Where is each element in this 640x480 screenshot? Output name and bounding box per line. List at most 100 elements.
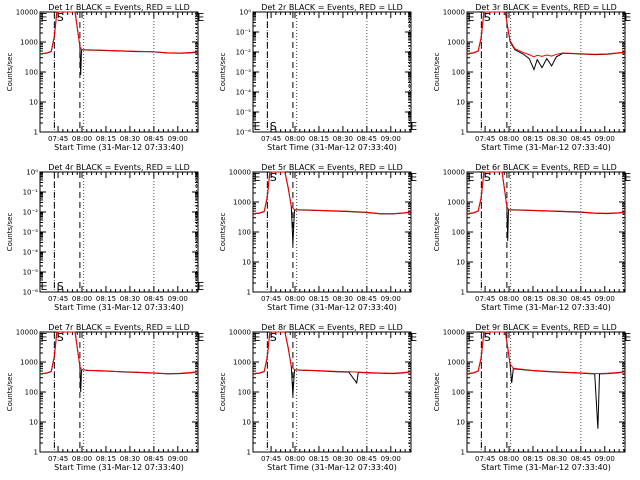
y-tick-label: 10⁻⁴	[236, 89, 252, 97]
interval-label-e: E	[467, 11, 474, 24]
panel-title: Det 4r BLACK = Events, RED = LLD	[48, 163, 190, 172]
y-tick-label: 10⁻²	[236, 49, 252, 57]
x-tick-label: 08:30	[333, 455, 353, 463]
x-axis-label: Start Time (31-Mar-12 07:33:40)	[54, 303, 184, 312]
panel-det-1r: Det 1r BLACK = Events, RED = LLD 1 10 100 10…	[6, 3, 204, 152]
x-tick-label: 08:00	[285, 135, 305, 143]
y-tick-label: 100	[25, 389, 38, 397]
x-axis-label: Start Time (31-Mar-12 07:33:40)	[481, 303, 611, 312]
panel-det-5r: Det 5r BLACK = Events, RED = LLD 1 10 100 10…	[219, 163, 417, 312]
x-tick-label: 08:00	[499, 135, 519, 143]
panel-title: Det 5r BLACK = Events, RED = LLD	[261, 163, 403, 172]
interval-label-s: S	[270, 171, 277, 184]
panel-det-4r: Det 4r BLACK = Events, RED = LLD 10⁻⁶ 10⁻⁵…	[6, 163, 204, 312]
x-axis-label: Start Time (31-Mar-12 07:33:40)	[267, 143, 397, 152]
y-tick-label: 10⁰	[26, 169, 38, 177]
series-lld-line	[466, 11, 626, 58]
plot-frame	[252, 171, 412, 293]
y-tick-label: 10000	[16, 329, 38, 337]
y-tick-label: 10000	[229, 169, 251, 177]
x-axis-label: Start Time (31-Mar-12 07:33:40)	[267, 303, 397, 312]
interval-label-e: E	[197, 11, 204, 24]
y-tick-label: 10	[456, 259, 465, 267]
y-tick-label: 10⁰	[239, 9, 251, 17]
x-tick-label: 08:30	[120, 135, 140, 143]
x-tick-label: 07:45	[261, 135, 281, 143]
plot-frame	[252, 11, 412, 133]
plot-frame	[39, 11, 199, 133]
x-tick-label: 07:45	[475, 135, 495, 143]
y-tick-label: 10	[456, 419, 465, 427]
x-tick-label: 08:30	[333, 135, 353, 143]
plot-frame	[252, 331, 412, 453]
plot-frame	[466, 11, 626, 133]
y-tick-label: 10⁻⁶	[23, 289, 39, 297]
panel-title: Det 1r BLACK = Events, RED = LLD	[48, 3, 190, 12]
x-tick-label: 08:45	[144, 135, 164, 143]
panel-det-6r: Det 6r BLACK = Events, RED = LLD 1 10 100 10…	[433, 163, 631, 312]
x-tick-label: 08:00	[499, 455, 519, 463]
x-tick-label: 08:15	[309, 135, 329, 143]
x-tick-label: 07:45	[48, 135, 68, 143]
y-tick-label: 10⁻⁵	[236, 109, 252, 117]
panel-det-3r: Det 3r BLACK = Events, RED = LLD 1 10 100 10…	[433, 3, 631, 152]
x-tick-label: 08:15	[523, 295, 543, 303]
interval-label-e: E	[40, 11, 47, 24]
x-tick-label: 09:00	[595, 295, 615, 303]
y-axis-label: Counts/sec	[433, 213, 441, 252]
x-tick-label: 08:15	[309, 295, 329, 303]
x-tick-label: 08:15	[96, 135, 116, 143]
y-tick-label: 1000	[233, 359, 251, 367]
y-axis-label: Counts/sec	[219, 373, 227, 412]
x-tick-label: 08:45	[571, 295, 591, 303]
y-tick-label: 10⁻²	[23, 209, 39, 217]
x-tick-label: 08:45	[571, 455, 591, 463]
x-tick-label: 08:30	[547, 135, 567, 143]
y-tick-label: 100	[452, 389, 465, 397]
y-tick-label: 10⁻³	[236, 69, 252, 77]
x-tick-label: 08:00	[72, 455, 92, 463]
interval-label-e: E	[410, 171, 417, 184]
interval-label-s: S	[270, 331, 277, 344]
y-tick-label: 1	[461, 289, 465, 297]
x-tick-label: 07:45	[475, 295, 495, 303]
y-tick-label: 1	[34, 129, 38, 137]
panel-det-9r: Det 9r BLACK = Events, RED = LLD 1 10 100 10…	[433, 323, 631, 472]
interval-label-e: E	[40, 280, 47, 293]
panel-det-7r: Det 7r BLACK = Events, RED = LLD 1 10 100 10…	[6, 323, 204, 472]
interval-label-e: E	[410, 331, 417, 344]
x-tick-label: 08:30	[120, 295, 140, 303]
x-tick-label: 09:00	[168, 135, 188, 143]
y-axis-label: Counts/sec	[433, 53, 441, 92]
y-tick-label: 10	[29, 419, 38, 427]
interval-label-s: S	[57, 11, 64, 24]
y-tick-label: 10000	[443, 9, 465, 17]
x-tick-label: 08:00	[285, 295, 305, 303]
x-tick-label: 09:00	[381, 135, 401, 143]
y-tick-label: 1	[461, 129, 465, 137]
panel-det-8r: Det 8r BLACK = Events, RED = LLD 1 10 100 10…	[219, 323, 417, 472]
y-axis-label: Counts/sec	[433, 373, 441, 412]
x-tick-label: 08:30	[120, 455, 140, 463]
x-tick-label: 08:45	[357, 295, 377, 303]
y-tick-label: 10	[456, 99, 465, 107]
x-tick-label: 08:00	[72, 135, 92, 143]
panel-title: Det 2r BLACK = Events, RED = LLD	[261, 3, 403, 12]
y-tick-label: 1000	[233, 199, 251, 207]
x-tick-label: 08:30	[333, 295, 353, 303]
x-tick-label: 08:15	[523, 455, 543, 463]
x-tick-label: 07:45	[48, 295, 68, 303]
y-tick-label: 1	[34, 449, 38, 457]
series-lld-line	[39, 331, 199, 375]
y-tick-label: 10	[29, 99, 38, 107]
interval-label-e: E	[410, 120, 417, 133]
y-tick-label: 100	[452, 229, 465, 237]
y-axis-label: Counts/sec	[219, 53, 227, 92]
x-tick-label: 09:00	[595, 135, 615, 143]
x-tick-label: 08:15	[96, 455, 116, 463]
x-tick-label: 08:15	[309, 455, 329, 463]
y-tick-label: 10⁻⁵	[23, 269, 39, 277]
interval-label-e: E	[197, 331, 204, 344]
y-tick-label: 10	[242, 259, 251, 267]
